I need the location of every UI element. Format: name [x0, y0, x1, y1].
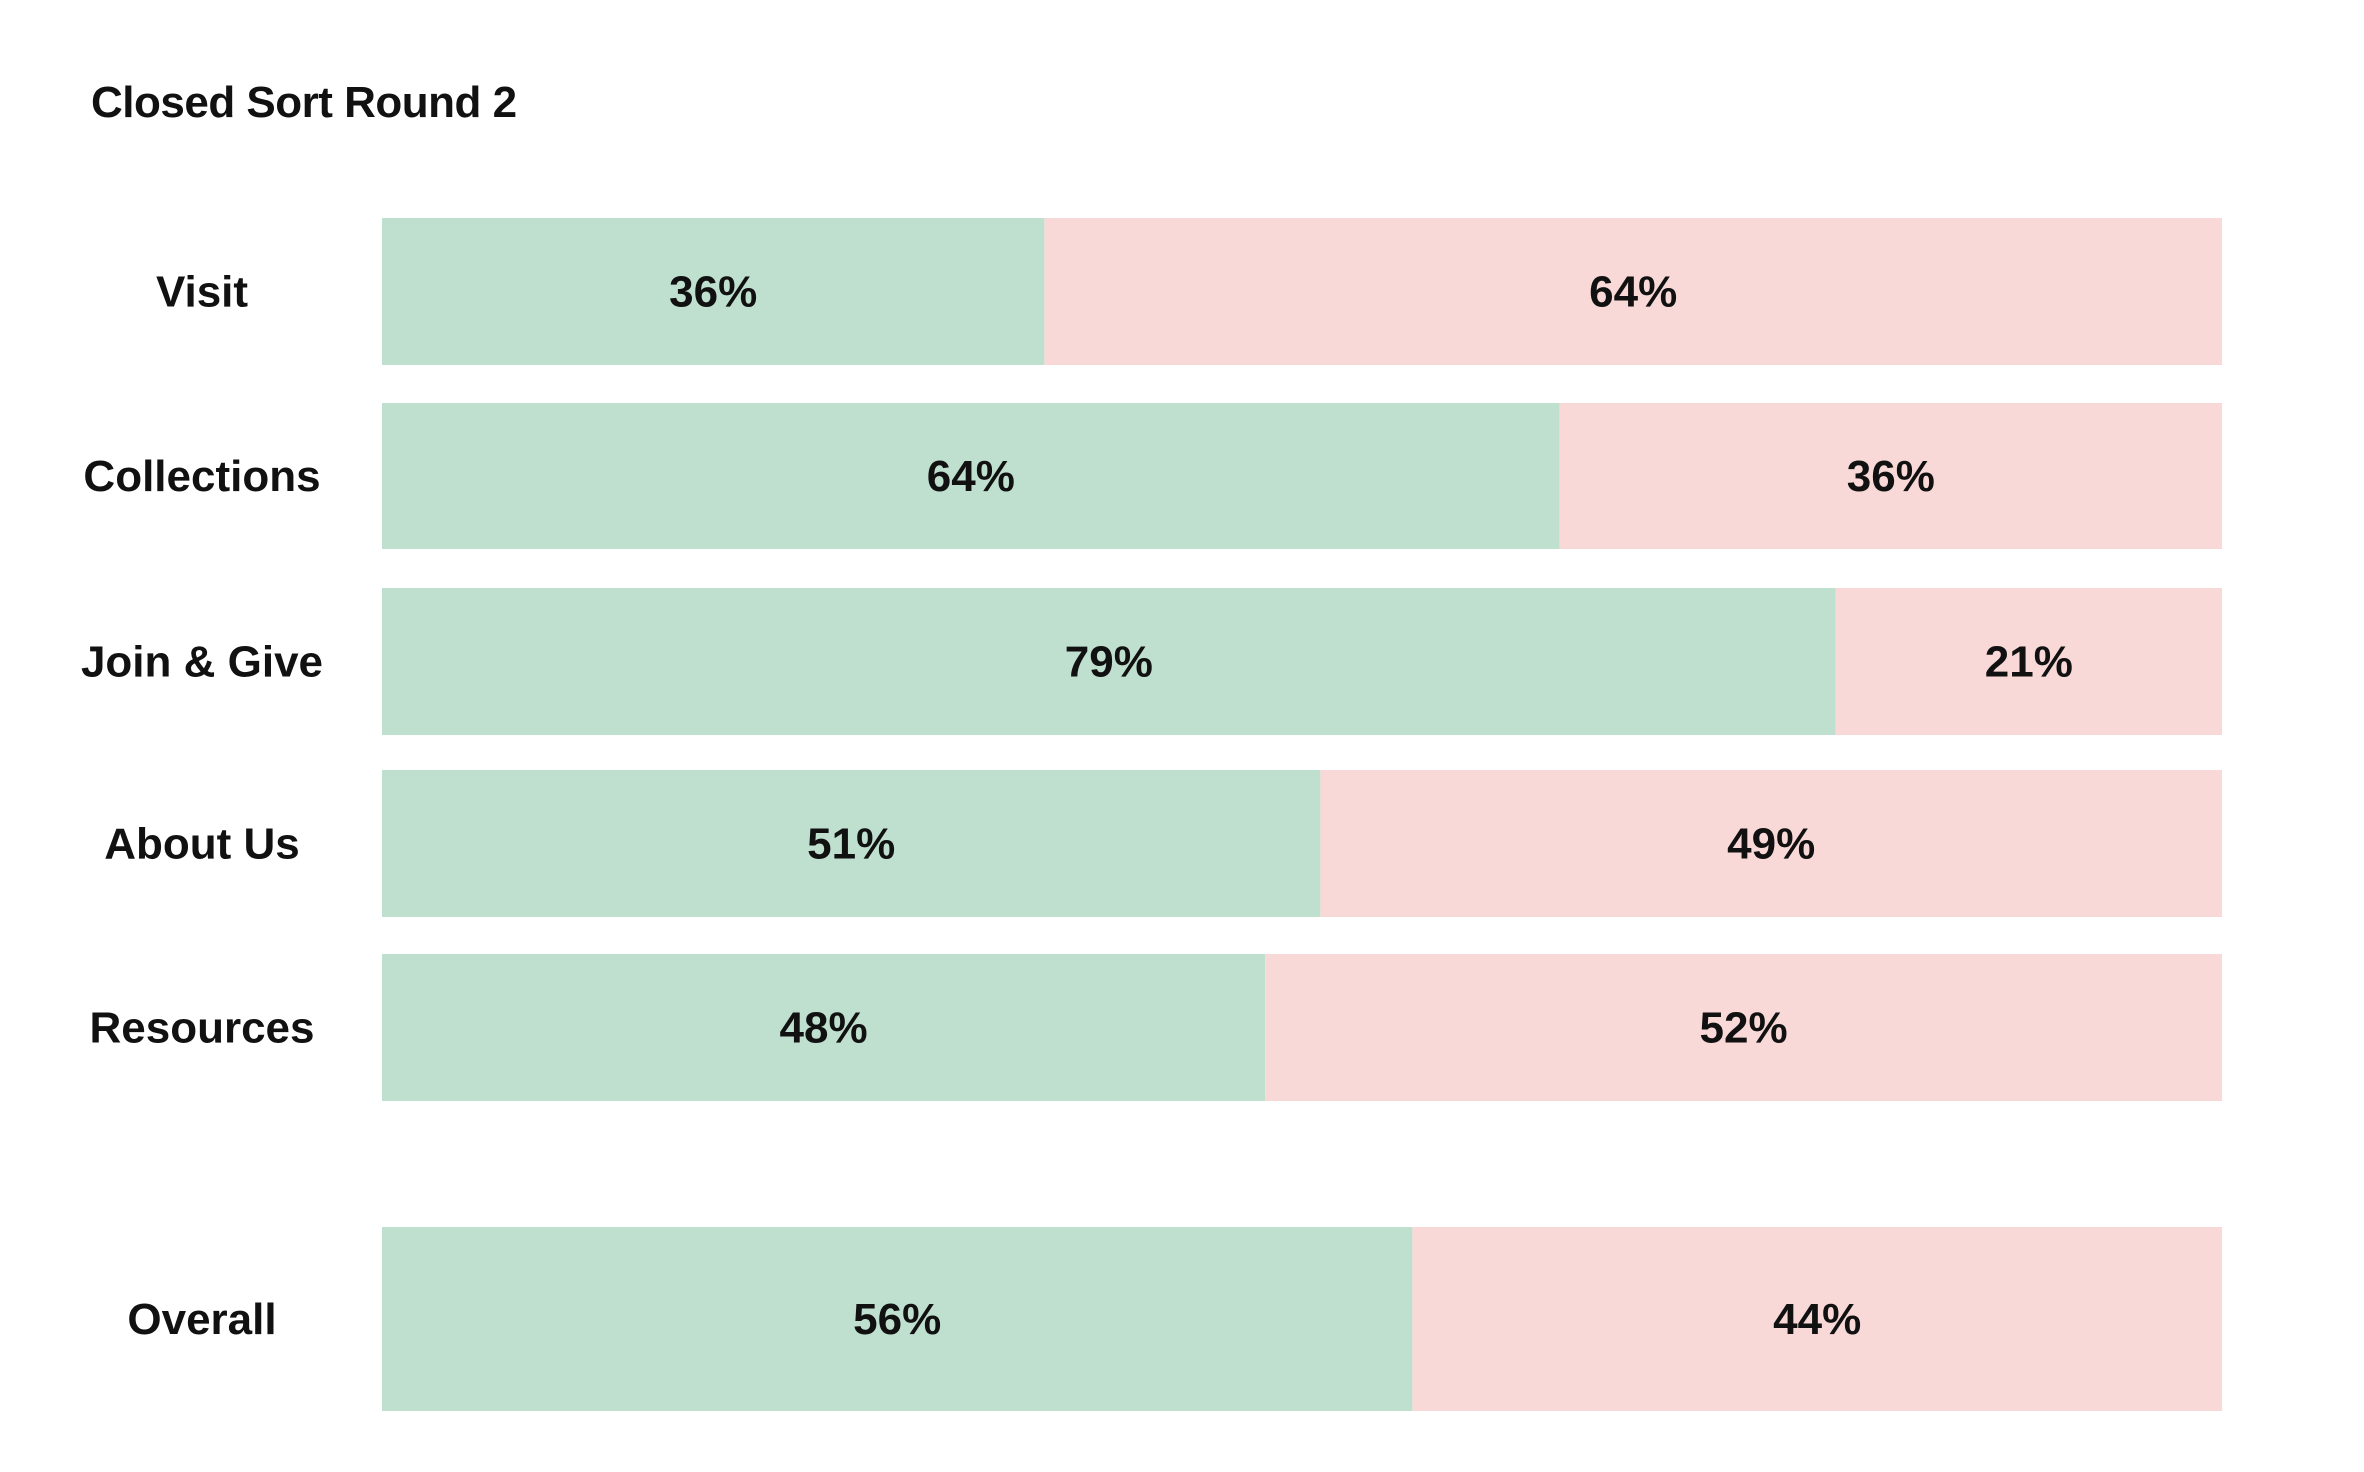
value-label: 51% — [807, 820, 895, 869]
bar-segment-second — [1412, 1227, 2222, 1411]
category-label: Visit — [156, 268, 248, 317]
value-label: 56% — [853, 1295, 941, 1344]
value-label: 48% — [780, 1004, 868, 1053]
bar-segment-first — [382, 1227, 1413, 1411]
bar-segment-first — [382, 218, 1045, 365]
category-label: Join & Give — [81, 638, 323, 687]
bar-segment-second — [1044, 218, 2222, 365]
bar-segment-first — [382, 770, 1321, 917]
bar-segment-second — [1559, 403, 2222, 549]
chart-title: Closed Sort Round 2 — [91, 78, 517, 127]
bar-segment-second — [1265, 954, 2222, 1101]
value-label: 21% — [1985, 638, 2073, 687]
value-label: 52% — [1700, 1004, 1788, 1053]
bar-segment-first — [382, 588, 1836, 735]
category-label: Collections — [83, 452, 320, 501]
category-label: Overall — [127, 1295, 276, 1344]
category-label: About Us — [104, 820, 300, 869]
bar-segment-first — [382, 954, 1266, 1101]
bars-group — [382, 218, 2222, 1411]
bar-segment-second — [1320, 770, 2222, 917]
value-label: 64% — [927, 452, 1015, 501]
category-label: Resources — [89, 1004, 314, 1053]
bar-segment-first — [382, 403, 1560, 549]
value-label: 36% — [1847, 452, 1935, 501]
value-label: 44% — [1773, 1295, 1861, 1344]
value-label: 36% — [669, 268, 757, 317]
labels-group: Visit 36% 64% Collections 64% 36% Join & Give 7… — [81, 268, 2073, 1345]
value-label: 49% — [1727, 820, 1815, 869]
value-label: 79% — [1065, 638, 1153, 687]
bar-segment-second — [1835, 588, 2222, 735]
value-label: 64% — [1589, 268, 1677, 317]
